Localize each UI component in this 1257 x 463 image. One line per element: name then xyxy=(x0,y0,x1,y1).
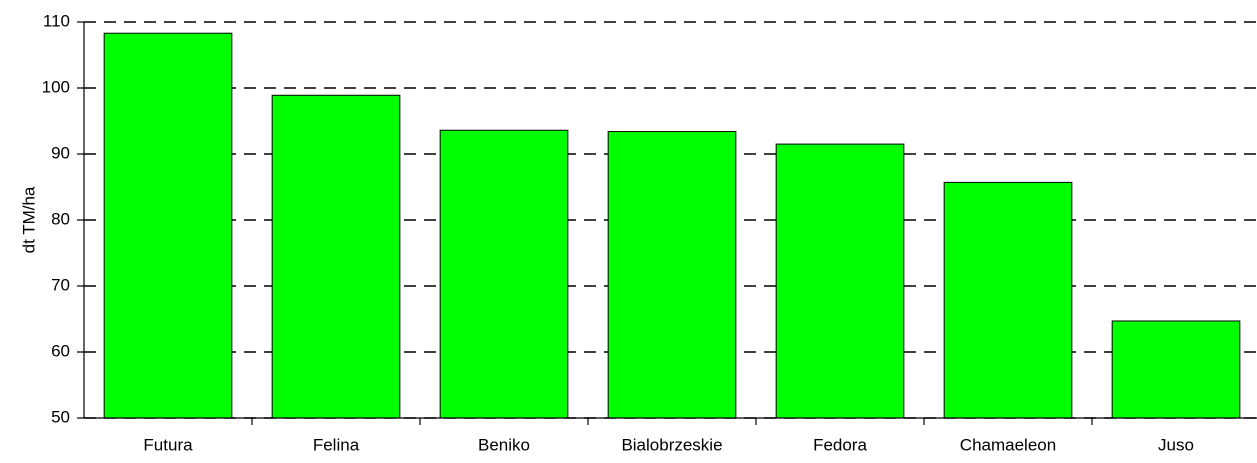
y-tick-label: 70 xyxy=(51,275,70,294)
x-tick-label: Chamaeleon xyxy=(960,435,1056,454)
y-tick-label: 110 xyxy=(43,11,70,30)
x-tick-label: Futura xyxy=(143,435,193,454)
y-tick-label: 50 xyxy=(51,407,70,426)
x-tick-label: Juso xyxy=(1158,435,1194,454)
bar xyxy=(775,143,905,419)
bar xyxy=(103,32,233,419)
x-tick-label: Beniko xyxy=(478,435,530,454)
bar xyxy=(607,131,737,419)
y-tick-label: 80 xyxy=(51,209,70,228)
bar xyxy=(271,94,401,419)
y-axis-label: dt TM/ha xyxy=(19,186,38,253)
bar xyxy=(1111,320,1241,419)
bar xyxy=(439,129,569,419)
y-tick-label: 90 xyxy=(51,143,70,162)
y-tick-label: 60 xyxy=(51,341,70,360)
x-tick-label: Felina xyxy=(313,435,360,454)
bar xyxy=(943,181,1073,419)
x-tick-label: Bialobrzeskie xyxy=(621,435,722,454)
x-tick-label: Fedora xyxy=(813,435,867,454)
y-tick-label: 100 xyxy=(42,77,70,96)
